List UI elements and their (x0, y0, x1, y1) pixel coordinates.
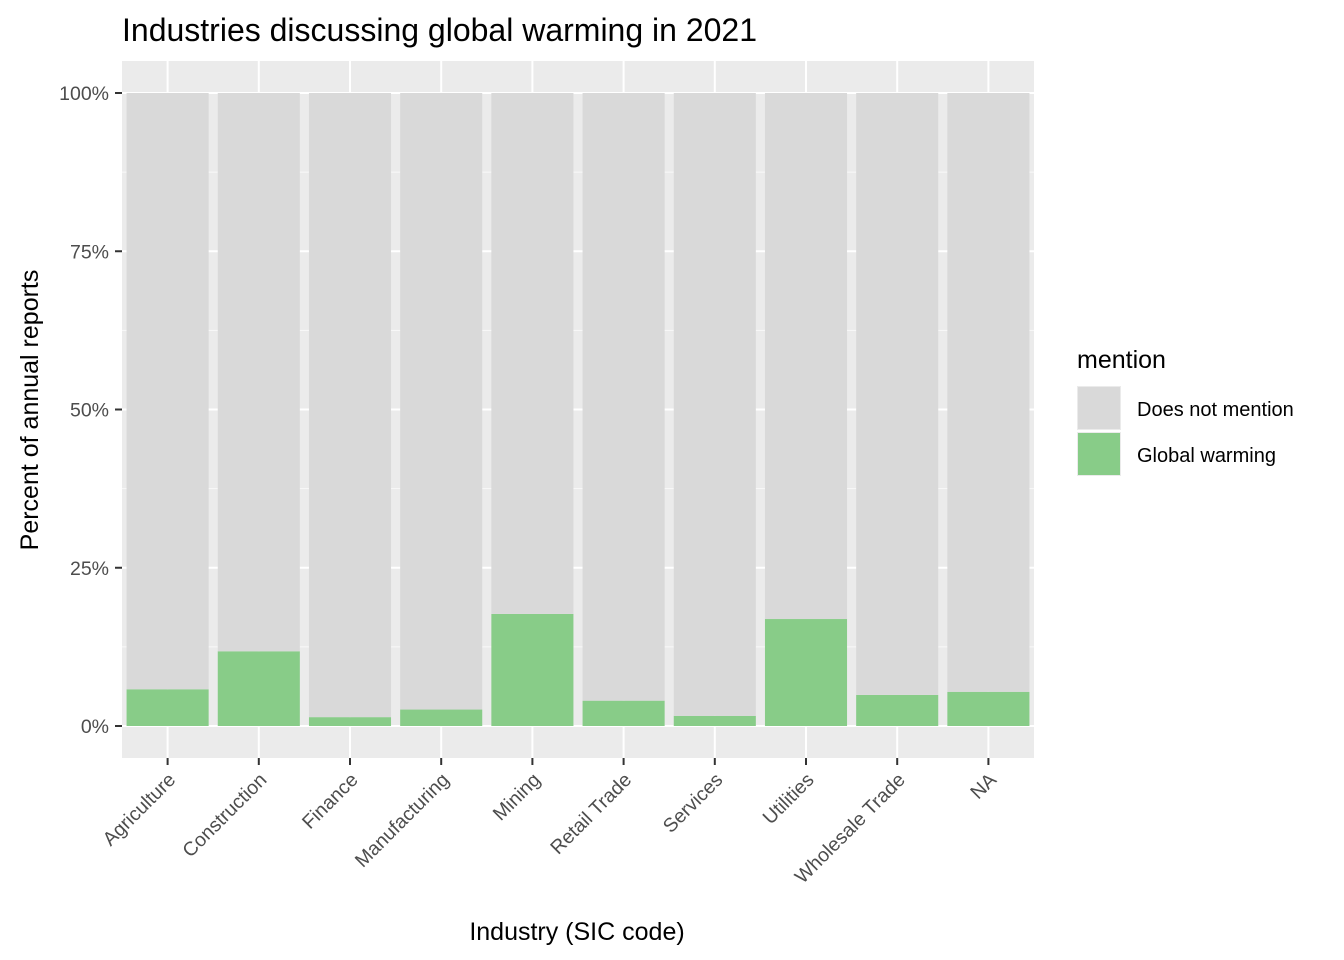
x-tick-label: Manufacturing (351, 769, 454, 872)
bar-global-warming: Finance — Global warming: 1.4 (308, 717, 392, 726)
chart-title: Industries discussing global warming in … (122, 12, 757, 48)
legend: mention Does not mention Global warming (1077, 346, 1294, 476)
legend-title: mention (1077, 346, 1166, 374)
bar-global-warming: Utilities — Global warming: 16.9 (764, 619, 848, 726)
x-tick-label: Services (659, 769, 728, 838)
legend-label: Does not mention (1137, 399, 1294, 421)
bar-global-warming: Services — Global warming: 1.6 (673, 715, 756, 726)
bar-does-not-mention: Retail Trade — Does not mention: 96 (582, 93, 665, 701)
y-tick-label: 100% (59, 83, 109, 105)
bar-global-warming: Retail Trade — Global warming: 4 (582, 700, 665, 726)
x-tick-label: NA (966, 769, 1001, 804)
legend-label: Global warming (1137, 445, 1276, 467)
x-tick-label: Construction (178, 769, 271, 862)
legend-swatch (1078, 387, 1120, 429)
x-tick-label: Retail Trade (546, 769, 636, 859)
bar-global-warming: NA — Global warming: 5.4 (947, 691, 1030, 726)
x-axis-title: Industry (SIC code) (469, 918, 684, 946)
y-axis-title: Percent of annual reports (16, 270, 44, 551)
bar-global-warming: Agriculture — Global warming: 5.8 (126, 689, 209, 726)
bar-does-not-mention: Manufacturing — Does not mention: 97.4 (400, 93, 483, 710)
bar-does-not-mention: Wholesale Trade — Does not mention: 95.1 (856, 93, 939, 695)
x-tick-label: Finance (298, 769, 363, 834)
bar-does-not-mention: NA — Does not mention: 94.6 (947, 93, 1030, 692)
bar-does-not-mention: Mining — Does not mention: 82.3 (491, 93, 574, 614)
bar-does-not-mention: Construction — Does not mention: 88.2 (217, 93, 300, 652)
bar-global-warming: Mining — Global warming: 17.7 (491, 613, 574, 726)
bar-global-warming: Construction — Global warming: 11.8 (217, 651, 300, 726)
bar-does-not-mention: Agriculture — Does not mention: 94.2 (126, 93, 209, 690)
bar-global-warming: Manufacturing — Global warming: 2.6 (400, 709, 483, 726)
bar-does-not-mention: Utilities — Does not mention: 83.1 (764, 93, 848, 620)
y-tick-label: 0% (81, 716, 109, 738)
y-tick-label: 25% (70, 558, 109, 580)
bar-does-not-mention: Finance — Does not mention: 98.6 (308, 93, 392, 718)
x-tick-label: Agriculture (99, 769, 180, 850)
y-axis: 0% 25% 50% 75% 100% (59, 83, 122, 738)
y-tick-label: 75% (70, 241, 109, 263)
x-tick-label: Utilities (759, 769, 819, 829)
bar-global-warming: Wholesale Trade — Global warming: 4.9 (856, 694, 939, 726)
y-tick-label: 50% (70, 400, 109, 422)
bars: Agriculture — Global warming: 5.8Agricul… (126, 93, 1030, 726)
legend-swatch (1078, 433, 1120, 475)
x-tick-label: Mining (489, 769, 545, 825)
bar-does-not-mention: Services — Does not mention: 98.4 (673, 93, 756, 716)
